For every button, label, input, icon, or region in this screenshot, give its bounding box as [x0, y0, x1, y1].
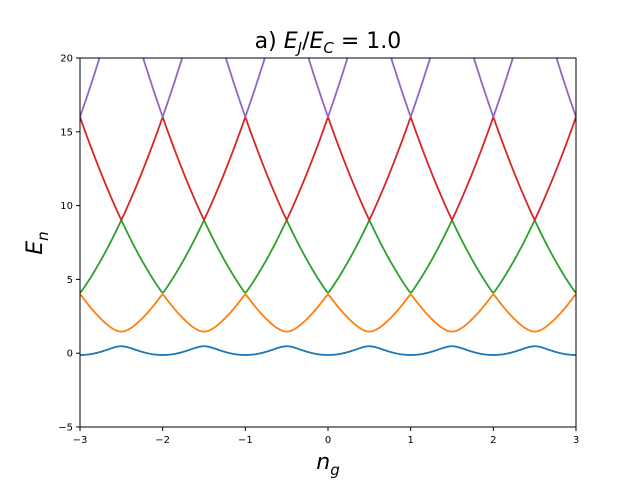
title-sub2: C: [323, 39, 334, 57]
series-group: [80, 58, 576, 356]
title-var2: E: [310, 29, 324, 54]
x-tick-label: −3: [73, 435, 88, 446]
title-sub1: J: [295, 39, 302, 57]
series-level-2: [80, 219, 576, 294]
title-var1: E: [284, 29, 298, 54]
x-tick-label: 1: [407, 435, 413, 446]
plot-frame: [79, 57, 577, 428]
series-level-4: [80, 58, 576, 118]
ylabel-var: E: [23, 241, 48, 255]
xlabel-sub: g: [330, 461, 340, 479]
xlabel-var: n: [316, 450, 330, 475]
series-level-0: [80, 345, 576, 356]
series-level-3: [80, 116, 576, 221]
x-tick-label: 0: [325, 435, 331, 446]
ylabel-sub: n: [34, 231, 52, 241]
y-tick-label: 10: [60, 201, 73, 212]
y-tick-label: −5: [58, 423, 73, 434]
chart-title: a) EJ/EC = 1.0: [255, 29, 402, 57]
x-tick-label: 2: [490, 435, 496, 446]
y-tick-label: 5: [67, 275, 73, 286]
title-equals: = 1.0: [334, 29, 401, 54]
y-tick-label: 0: [67, 349, 73, 360]
x-tick-label: −2: [155, 435, 170, 446]
y-tick-label: 20: [60, 54, 73, 65]
y-tick-label: 15: [60, 127, 73, 138]
x-axis: −3 −2 −1 0 1 2 3: [73, 427, 579, 446]
series-level-1: [80, 293, 576, 333]
title-slash: /: [302, 29, 310, 54]
x-tick-label: 3: [573, 435, 579, 446]
y-axis-label: En: [23, 231, 52, 254]
x-tick-label: −1: [238, 435, 253, 446]
title-prefix: a): [255, 29, 284, 54]
x-axis-label: ng: [316, 450, 339, 479]
y-axis: −5 0 5 10 15 20: [58, 54, 80, 434]
